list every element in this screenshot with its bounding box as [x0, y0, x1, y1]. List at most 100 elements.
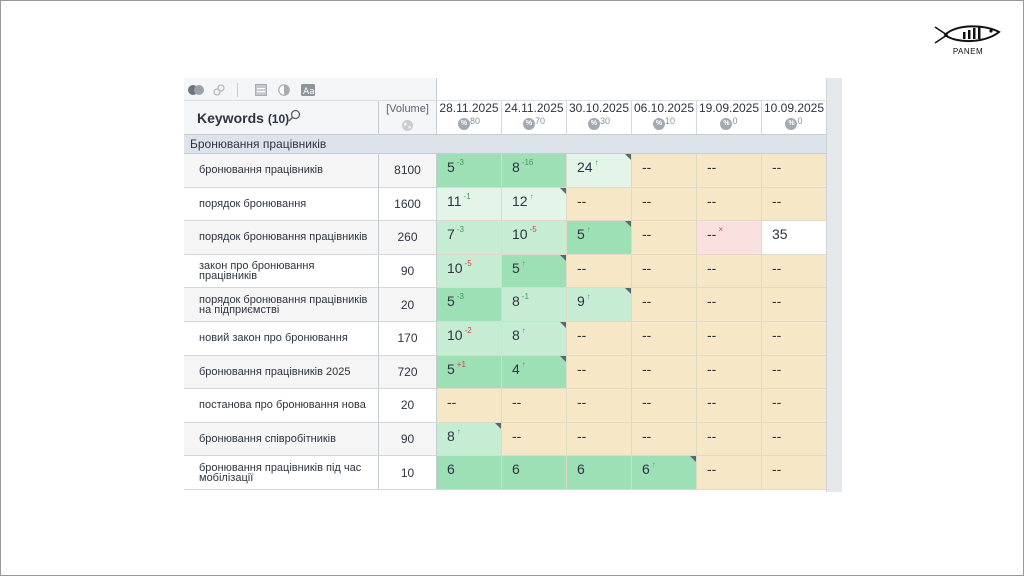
vertical-scrollbar[interactable]: [826, 78, 842, 492]
table-row[interactable]: бронювання працівників 2025 720 5 +1 4 ↑ -- -- -…: [184, 355, 827, 390]
text-size-icon[interactable]: Aa: [301, 84, 315, 96]
search-icon[interactable]: [288, 109, 301, 122]
position-cell[interactable]: --: [502, 389, 567, 423]
position-cell[interactable]: --: [762, 254, 827, 289]
position-value: 6: [512, 461, 522, 477]
table-row[interactable]: бронювання працівників 8100 5 -3 8 -16 24 ↑ -- --…: [184, 154, 827, 188]
table-row[interactable]: порядок бронювання працівників на підпри…: [184, 288, 827, 322]
date-column-header[interactable]: 06.10.2025% 10: [632, 101, 697, 135]
position-cell[interactable]: --: [437, 389, 502, 423]
volume-header[interactable]: [Volume]: [379, 101, 437, 135]
position-cell[interactable]: --: [697, 288, 762, 322]
position-cell[interactable]: 5 +1: [437, 355, 502, 390]
position-cell[interactable]: 8 -1: [502, 288, 567, 322]
table-row[interactable]: новий закон про бронювання 170 10 -2 8 ↑ -- -- -…: [184, 322, 827, 356]
position-cell[interactable]: 7 -3: [437, 221, 502, 255]
position-cell[interactable]: --: [632, 422, 697, 457]
position-cell[interactable]: 6: [437, 456, 502, 490]
date-column-header[interactable]: 28.11.2025% 80: [437, 101, 502, 135]
keyword-cell[interactable]: бронювання працівників 2025: [184, 355, 379, 390]
position-cell[interactable]: 11 -1: [437, 187, 502, 222]
position-cell[interactable]: 10 -5: [437, 254, 502, 289]
position-cell[interactable]: --: [762, 187, 827, 222]
keyword-group-row[interactable]: Бронювання працівників: [184, 135, 826, 154]
position-cell[interactable]: --: [632, 288, 697, 322]
position-cell[interactable]: 10 -5: [502, 221, 567, 255]
table-row[interactable]: порядок бронювання працівників 260 7 -3 10 -5…: [184, 221, 827, 255]
calendar-icon[interactable]: [255, 84, 267, 96]
position-cell[interactable]: 6: [502, 456, 567, 490]
position-cell[interactable]: 24 ↑: [567, 154, 632, 188]
position-cell[interactable]: 35: [762, 221, 827, 255]
position-cell[interactable]: --: [567, 355, 632, 390]
position-cell[interactable]: --: [632, 389, 697, 423]
keyword-cell[interactable]: постанова про бронювання нова: [184, 389, 379, 423]
keyword-cell[interactable]: порядок бронювання: [184, 187, 379, 222]
toggle-icon[interactable]: [188, 84, 204, 96]
position-cell[interactable]: --: [762, 154, 827, 188]
keyword-cell[interactable]: порядок бронювання працівників на підпри…: [184, 288, 379, 322]
position-cell[interactable]: 5 ↑: [567, 221, 632, 255]
position-cell[interactable]: --: [762, 288, 827, 322]
date-column-header[interactable]: 24.11.2025% 70: [502, 101, 567, 135]
position-cell[interactable]: 8 -16: [502, 154, 567, 188]
position-change: ↑: [586, 292, 591, 302]
position-cell[interactable]: --: [762, 456, 827, 490]
table-row[interactable]: закон про бронювання працівників 90 10 -5 5 ↑…: [184, 254, 827, 289]
position-cell[interactable]: --: [762, 355, 827, 390]
position-cell[interactable]: --: [697, 389, 762, 423]
keyword-cell[interactable]: закон про бронювання працівників: [184, 254, 379, 289]
position-cell[interactable]: --: [762, 422, 827, 457]
position-cell[interactable]: --: [697, 456, 762, 490]
keywords-header[interactable]: Keywords (10): [184, 101, 379, 135]
position-cell[interactable]: --: [632, 221, 697, 255]
position-cell[interactable]: 12 ↑: [502, 187, 567, 222]
contrast-icon[interactable]: [278, 84, 290, 96]
position-cell[interactable]: --: [567, 254, 632, 289]
position-cell[interactable]: 10 -2: [437, 322, 502, 356]
position-cell[interactable]: --: [697, 422, 762, 457]
position-cell[interactable]: --: [632, 187, 697, 222]
position-cell[interactable]: --: [697, 355, 762, 390]
date-column-header[interactable]: 30.10.2025% 30: [567, 101, 632, 135]
position-cell[interactable]: --: [697, 322, 762, 356]
position-cell[interactable]: 8 ↑: [437, 422, 502, 457]
table-row[interactable]: бронювання співробітників 90 8 ↑ -- -- -- -- --: [184, 422, 827, 457]
date-column-header[interactable]: 19.09.2025% 0: [697, 101, 762, 135]
position-cell[interactable]: 4 ↑: [502, 355, 567, 390]
keyword-cell[interactable]: порядок бронювання працівників: [184, 221, 379, 255]
table-row[interactable]: порядок бронювання 1600 11 -1 12 ↑ -- -- -- --: [184, 187, 827, 222]
position-cell[interactable]: --: [632, 254, 697, 289]
position-number: --: [772, 192, 782, 209]
position-cell[interactable]: 5 -3: [437, 288, 502, 322]
position-cell[interactable]: 5 -3: [437, 154, 502, 188]
position-cell[interactable]: --: [632, 154, 697, 188]
keyword-cell[interactable]: бронювання працівників: [184, 154, 379, 188]
position-cell[interactable]: --: [632, 322, 697, 356]
link-icon[interactable]: [213, 84, 225, 96]
position-cell[interactable]: --: [567, 422, 632, 457]
position-cell[interactable]: --: [567, 389, 632, 423]
position-cell[interactable]: --: [632, 355, 697, 390]
percent-badge-icon: %: [587, 118, 600, 130]
position-cell[interactable]: 9 ↑: [567, 288, 632, 322]
position-cell[interactable]: -- ×: [697, 221, 762, 255]
position-cell[interactable]: --: [697, 254, 762, 289]
keyword-cell[interactable]: бронювання працівників під час мобілізац…: [184, 456, 379, 490]
table-row[interactable]: бронювання працівників під час мобілізац…: [184, 456, 827, 490]
position-cell[interactable]: 6: [567, 456, 632, 490]
position-cell[interactable]: 5 ↑: [502, 254, 567, 289]
keyword-cell[interactable]: новий закон про бронювання: [184, 322, 379, 356]
position-cell[interactable]: --: [567, 187, 632, 222]
keyword-cell[interactable]: бронювання співробітників: [184, 422, 379, 457]
date-column-header[interactable]: 10.09.2025% 0: [762, 101, 827, 135]
position-cell[interactable]: --: [762, 322, 827, 356]
position-cell[interactable]: 6 ↑: [632, 456, 697, 490]
position-cell[interactable]: 8 ↑: [502, 322, 567, 356]
position-cell[interactable]: --: [567, 322, 632, 356]
position-cell[interactable]: --: [697, 187, 762, 222]
position-cell[interactable]: --: [762, 389, 827, 423]
position-cell[interactable]: --: [697, 154, 762, 188]
position-cell[interactable]: --: [502, 422, 567, 457]
table-row[interactable]: постанова про бронювання нова 20 -- -- -- -- -…: [184, 389, 827, 423]
